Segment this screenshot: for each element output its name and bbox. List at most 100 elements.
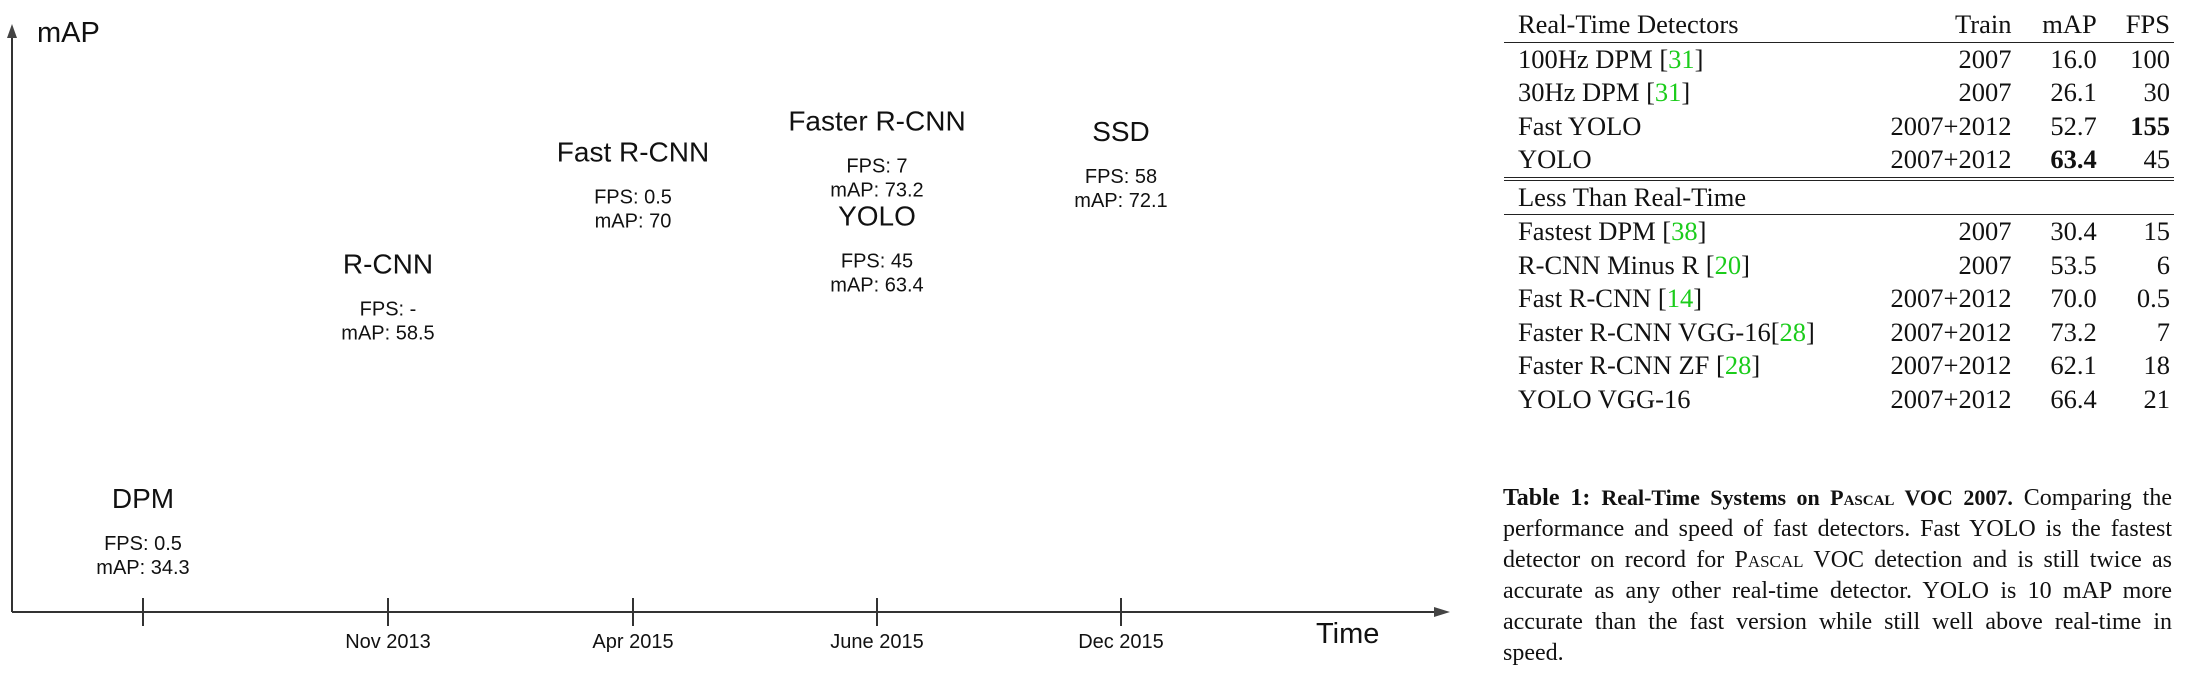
cell-map: 70.0 <box>2050 283 2097 313</box>
detector-label: R-CNN Minus R [ <box>1518 249 1715 280</box>
table-row: Faster R-CNN VGG-16[28] 2007+2012 73.2 7 <box>1504 316 2174 350</box>
chart-axes: mAP Time <box>7 17 1450 650</box>
detector-fps-label: FPS: 58 <box>1085 166 1157 188</box>
caption-text-a: Comparing the performance and speed of f… <box>1503 485 2172 573</box>
cell-detector: Fast R-CNN [14] <box>1504 282 1852 316</box>
cell-detector: 30Hz DPM [31] <box>1504 76 1852 110</box>
cell-train: 2007+2012 <box>1890 350 2012 380</box>
cell-train: 2007 <box>1958 216 2012 246</box>
cell-map: 16.0 <box>2050 43 2097 74</box>
caption-title: Real-Time Systems on Pascal VOC 2007. <box>1601 485 2013 510</box>
detector-timeline-chart: mAP Time Nov 2013 Apr 2015 June 2015 Dec 20… <box>7 17 1450 653</box>
table-row: 100Hz DPM [31] 2007 16.0 100 <box>1504 42 2174 76</box>
cell-map: 63.4 <box>2015 143 2101 181</box>
cell-train: 2007+2012 <box>1852 143 2016 181</box>
caption-title-a: Real-Time Systems on <box>1601 485 1831 510</box>
slow-section-header: Less Than Real-Time <box>1504 178 2174 215</box>
cell-train: 2007 <box>1958 249 2012 280</box>
citation-link[interactable]: 31 <box>1654 77 1682 107</box>
cell-detector: Faster R-CNN VGG-16[28] <box>1504 316 1852 350</box>
detector-label: 100Hz DPM [ <box>1518 43 1669 74</box>
caption-text-sc: Pascal <box>1734 547 1804 573</box>
detector-fps-label: FPS: - <box>360 298 417 320</box>
detector-name: DPM <box>112 483 174 514</box>
citation-bracket: ] <box>1806 316 1815 347</box>
citation-bracket: ] <box>1751 350 1761 380</box>
cell-map: 62.1 <box>2050 350 2097 380</box>
cell-detector: Fastest DPM [38] <box>1504 215 1852 249</box>
detector-name: Faster R-CNN <box>788 106 965 137</box>
table-caption: Table 1: Real-Time Systems on Pascal VOC… <box>1503 482 2172 669</box>
cell-map: 66.4 <box>2050 383 2097 414</box>
detector-name: YOLO <box>838 201 916 232</box>
cell-fps: 18 <box>2143 350 2171 380</box>
citation-bracket: ] <box>1741 249 1750 280</box>
detector-label: Faster R-CNN ZF [ <box>1518 350 1725 380</box>
cell-detector: 100Hz DPM [31] <box>1504 42 1852 76</box>
x-tick-label: Nov 2013 <box>345 631 431 653</box>
cell-map: 30.4 <box>2050 216 2097 246</box>
cell-fps: 155 <box>2130 110 2170 141</box>
table-row: R-CNN Minus R [20] 2007 53.5 6 <box>1504 249 2174 283</box>
citation-link[interactable]: 28 <box>1724 350 1752 380</box>
table-row: YOLO 2007+2012 63.4 45 <box>1504 143 2174 181</box>
table-row: YOLO VGG-16 2007+2012 66.4 21 <box>1504 383 2174 417</box>
header-map: mAP <box>2015 8 2101 43</box>
cell-map: 52.7 <box>2050 110 2097 141</box>
cell-fps: 100 <box>2130 43 2170 74</box>
cell-fps: 6 <box>2156 249 2170 280</box>
cell-detector: YOLO VGG-16 <box>1504 383 1852 417</box>
cell-fps: 30 <box>2143 77 2171 107</box>
citation-bracket: ] <box>1681 77 1691 107</box>
detector-label: Fast YOLO <box>1518 110 1642 141</box>
detector-label: Fastest DPM [ <box>1518 216 1672 246</box>
citation-link[interactable]: 14 <box>1666 283 1694 313</box>
x-axis-ticks: Nov 2013 Apr 2015 June 2015 Dec 2015 <box>142 598 1164 653</box>
detector-fps-label: FPS: 7 <box>846 156 907 178</box>
citation-link[interactable]: 20 <box>1714 249 1742 280</box>
section-header-row: Less Than Real-Time <box>1504 178 2174 215</box>
detector-label: YOLO VGG-16 <box>1518 383 1691 414</box>
cell-train: 2007 <box>1958 43 2012 74</box>
caption-text-b: VOC detection and is still twice as accu… <box>1503 547 2172 666</box>
detector-fps-label: FPS: 0.5 <box>594 187 672 209</box>
cell-fps: 45 <box>2100 143 2174 181</box>
citation-link[interactable]: 31 <box>1668 43 1695 74</box>
x-axis-arrow <box>1434 607 1450 617</box>
detector-name: SSD <box>1092 116 1150 147</box>
detector-map-label: mAP: 34.3 <box>96 557 189 579</box>
cell-train: 2007+2012 <box>1890 316 2012 347</box>
cell-detector: Fast YOLO <box>1504 110 1852 144</box>
detector-name: Fast R-CNN <box>557 137 709 168</box>
caption-label: Table 1: <box>1503 485 1591 511</box>
results-table: Real-Time Detectors Train mAP FPS 100Hz … <box>1504 8 2174 416</box>
citation-bracket: ] <box>1697 216 1707 246</box>
detector-name: R-CNN <box>343 248 433 279</box>
header-detectors: Real-Time Detectors <box>1504 8 1852 43</box>
cell-detector: R-CNN Minus R [20] <box>1504 249 1852 283</box>
caption-title-b: VOC 2007. <box>1894 485 2013 510</box>
x-tick-label: June 2015 <box>830 631 923 653</box>
cell-map: 73.2 <box>2050 316 2097 347</box>
detector-label: Faster R-CNN VGG-16[ <box>1518 316 1780 347</box>
citation-link[interactable]: 28 <box>1779 316 1807 347</box>
detector-map-label: mAP: 58.5 <box>341 322 434 344</box>
table-header-row: Real-Time Detectors Train mAP FPS <box>1504 8 2174 43</box>
citation-link[interactable]: 38 <box>1671 216 1698 246</box>
citation-bracket: ] <box>1694 43 1704 74</box>
x-tick-label: Dec 2015 <box>1078 631 1164 653</box>
detector-map-label: mAP: 63.4 <box>830 275 923 297</box>
detector-map-label: mAP: 72.1 <box>1074 190 1167 212</box>
header-fps: FPS <box>2100 8 2174 43</box>
cell-train: 2007+2012 <box>1890 383 2012 414</box>
cell-fps: 21 <box>2143 383 2171 414</box>
table-row: Faster R-CNN ZF [28] 2007+2012 62.1 18 <box>1504 349 2174 383</box>
detector-point: R-CNN FPS: -mAP: 58.5 <box>341 248 434 344</box>
cell-train: 2007 <box>1958 77 2012 107</box>
cell-fps: 7 <box>2156 316 2170 347</box>
